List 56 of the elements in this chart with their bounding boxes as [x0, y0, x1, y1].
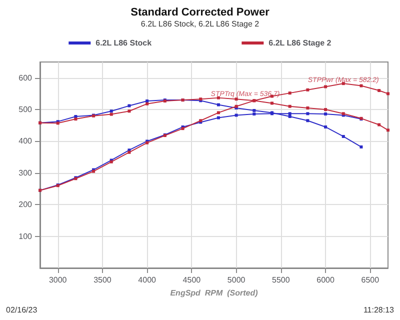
- point: [216, 111, 220, 114]
- point: [252, 108, 256, 112]
- chart-title: Standard Corrected Power: [130, 6, 270, 18]
- point: [306, 106, 310, 110]
- x-tick-label: 6000: [316, 276, 335, 284]
- point: [216, 103, 220, 106]
- point: [386, 92, 390, 96]
- point: [378, 123, 381, 126]
- point: [270, 102, 274, 105]
- chart-subtitle: 6.2L L86 Stock, 6.2L L86 Stage 2: [140, 20, 260, 28]
- text: 02/16/23: [6, 306, 38, 314]
- x-tick-label: 6500: [361, 276, 380, 284]
- point: [306, 112, 310, 116]
- point: [288, 104, 292, 108]
- point: [324, 85, 328, 88]
- point: [110, 112, 113, 116]
- point: [386, 128, 390, 132]
- point: [128, 110, 131, 113]
- point: [146, 102, 149, 106]
- point: [324, 112, 328, 116]
- point: [252, 112, 256, 116]
- y-tick-label: 300: [18, 168, 33, 178]
- text: 11:28:13: [363, 306, 395, 314]
- y-tick-label: 200: [18, 200, 33, 210]
- point: [288, 92, 292, 95]
- point: [146, 99, 149, 102]
- x-tick-label: 3000: [48, 276, 68, 284]
- point: [128, 104, 131, 108]
- y-tick-label: 600: [18, 73, 33, 82]
- point: [360, 84, 363, 88]
- point: [234, 114, 238, 117]
- point: [216, 116, 220, 120]
- point: [306, 88, 310, 92]
- point: [324, 125, 328, 128]
- legend-label: 6.2L L86 Stage 2: [268, 38, 332, 48]
- x-tick-label: 5500: [272, 276, 290, 284]
- point: [360, 145, 363, 148]
- point: [110, 110, 113, 113]
- point: [378, 89, 381, 92]
- point: [324, 108, 328, 112]
- point: [306, 119, 310, 122]
- point: [234, 98, 238, 101]
- x-tick-label: 3500: [94, 276, 112, 284]
- x-tick-label: 4500: [182, 276, 202, 284]
- point: [288, 115, 292, 118]
- y-tick-label: 400: [18, 136, 33, 146]
- line-series: [38, 82, 390, 192]
- point: [342, 134, 345, 138]
- y-tick-label: 500: [18, 105, 33, 114]
- x-axis-title: EngSpd RPM (Sorted): [170, 288, 258, 298]
- point: [288, 112, 292, 116]
- point: [74, 118, 78, 121]
- y-tick-label: 100: [18, 232, 33, 241]
- x-tick-label: 4000: [138, 276, 157, 284]
- legend-label: 6.2L L86 Stock: [96, 38, 152, 48]
- x-tick-label: 5000: [227, 276, 246, 284]
